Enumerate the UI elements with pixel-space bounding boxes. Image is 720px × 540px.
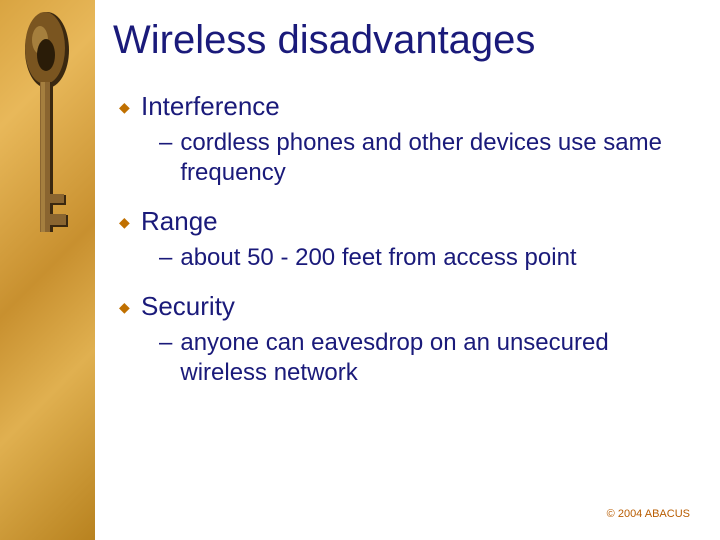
bullet-list: ◆ Interference – cordless phones and oth…	[113, 91, 690, 388]
bullet-lvl2: – anyone can eavesdrop on an unsecured w…	[159, 328, 690, 388]
sidebar-texture	[0, 0, 95, 540]
bullet-lvl1: ◆ Security	[119, 291, 690, 322]
bullet-text: Range	[141, 206, 690, 237]
bullet-text: cordless phones and other devices use sa…	[180, 128, 680, 188]
bullet-text: Interference	[141, 91, 690, 122]
diamond-bullet-icon: ◆	[119, 299, 133, 316]
bullet-lvl1: ◆ Interference	[119, 91, 690, 122]
bullet-text: anyone can eavesdrop on an unsecured wir…	[180, 328, 680, 388]
bullet-text: about 50 - 200 feet from access point	[180, 243, 680, 273]
bullet-lvl2: – cordless phones and other devices use …	[159, 128, 690, 188]
key-icon	[22, 10, 72, 270]
dash-bullet-icon: –	[159, 328, 172, 358]
slide-title: Wireless disadvantages	[113, 18, 690, 63]
slide-content: Wireless disadvantages ◆ Interference – …	[95, 0, 720, 540]
bullet-lvl2: – about 50 - 200 feet from access point	[159, 243, 690, 273]
dash-bullet-icon: –	[159, 243, 172, 273]
diamond-bullet-icon: ◆	[119, 214, 133, 231]
dash-bullet-icon: –	[159, 128, 172, 158]
copyright-footer: © 2004 ABACUS	[607, 508, 690, 520]
diamond-bullet-icon: ◆	[119, 99, 133, 116]
bullet-text: Security	[141, 291, 690, 322]
bullet-lvl1: ◆ Range	[119, 206, 690, 237]
